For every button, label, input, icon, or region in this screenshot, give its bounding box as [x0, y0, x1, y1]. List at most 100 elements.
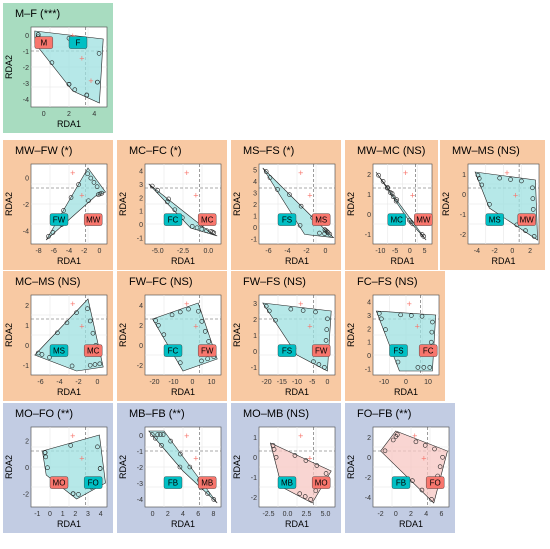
data-point	[393, 434, 399, 439]
data-point	[266, 308, 272, 314]
cross-point: +	[70, 168, 75, 178]
data-point	[69, 363, 75, 369]
group-label: MC	[391, 216, 404, 225]
x-tick-label: -2	[303, 248, 309, 255]
data-point	[64, 320, 70, 326]
data-point	[398, 312, 403, 318]
data-point	[523, 228, 528, 233]
x-tick-label: 2	[67, 111, 71, 118]
data-point	[376, 311, 382, 316]
data-point	[376, 172, 381, 178]
x-axis-title: RDA1	[57, 387, 81, 397]
data-point	[316, 362, 322, 367]
group-label-box	[83, 213, 103, 226]
group-label: MC	[201, 216, 214, 225]
data-point	[429, 329, 435, 335]
x-axis-title: RDA1	[171, 256, 195, 266]
data-point	[297, 223, 303, 228]
y-tick-label: 3	[253, 191, 257, 198]
data-point	[47, 355, 52, 360]
x-tick-label: -5	[309, 379, 315, 386]
x-tick-label: 0	[48, 511, 52, 518]
group-label: MB	[281, 479, 293, 488]
data-point	[72, 87, 78, 92]
data-point	[177, 451, 183, 457]
data-point	[164, 199, 170, 205]
data-point	[380, 179, 386, 184]
data-point	[379, 316, 384, 322]
group-label: FS	[282, 347, 292, 356]
data-point	[95, 444, 100, 450]
x-tick-label: 4	[92, 111, 96, 118]
x-tick-label: -6	[51, 248, 57, 255]
data-point	[389, 191, 395, 196]
y-tick-label: 2	[25, 438, 29, 445]
y-tick-label: 1	[367, 340, 371, 347]
data-point	[166, 196, 171, 202]
data-point	[487, 202, 492, 207]
data-point	[196, 308, 201, 314]
y-tick-label: 3	[367, 313, 371, 320]
y-tick-label: 0	[25, 465, 29, 472]
y-tick-label: 0	[367, 212, 371, 219]
data-point	[325, 316, 330, 322]
data-point	[273, 454, 279, 460]
x-tick-label: -10	[168, 379, 178, 386]
panel-title: FW–FS (NS)	[243, 276, 306, 288]
x-axis-title: RDA1	[491, 256, 515, 266]
data-point	[273, 317, 278, 323]
data-point	[50, 230, 56, 235]
cross-point: +	[415, 321, 420, 331]
convex-hull	[262, 167, 335, 238]
y-tick-label: 4	[139, 169, 143, 176]
x-tick-label: -20	[262, 379, 272, 386]
x-tick-label: 0	[404, 379, 408, 386]
data-point	[422, 443, 428, 448]
x-tick-label: 4	[99, 511, 103, 518]
x-tick-label: -4	[474, 248, 480, 255]
panel-title: MS–FS (*)	[243, 145, 295, 157]
data-point	[92, 362, 98, 367]
group-label-box	[163, 213, 183, 226]
data-point	[394, 197, 399, 202]
group-label-box	[49, 344, 69, 357]
y-tick-label: 2	[253, 202, 257, 209]
cross-point: +	[70, 31, 75, 41]
cross-point: +	[70, 299, 75, 309]
x-tick-label: -10	[379, 379, 389, 386]
group-label: FB	[168, 479, 178, 488]
x-tick-label: 0	[394, 511, 398, 518]
group-label-box	[277, 213, 297, 226]
y-tick-label: -2	[460, 232, 466, 239]
group-label: MS	[315, 216, 327, 225]
x-tick-label: -20	[149, 379, 159, 386]
y-axis-title: RDA2	[441, 192, 451, 216]
data-point	[413, 439, 419, 445]
group-label-box	[418, 344, 438, 357]
y-axis-title: RDA2	[232, 192, 242, 216]
group-label: M	[40, 39, 47, 48]
y-tick-label: 2	[139, 195, 143, 202]
cross-point: +	[79, 453, 84, 463]
panel-title: FO–FB (**)	[357, 408, 412, 420]
group-label-box	[163, 476, 183, 489]
group-label: FW	[201, 347, 214, 356]
x-tick-label: -5	[392, 248, 398, 255]
y-tick-label: 2	[367, 326, 371, 333]
group-label: MW	[416, 216, 431, 225]
data-point	[87, 318, 93, 324]
data-point	[152, 435, 158, 441]
x-tick-label: -8	[35, 248, 41, 255]
cross-point: +	[184, 299, 189, 309]
x-axis-title: RDA1	[285, 519, 309, 529]
group-label: FS	[282, 216, 292, 225]
x-tick-label: 4	[181, 511, 185, 518]
data-point	[70, 491, 76, 496]
cross-point: +	[298, 431, 303, 441]
data-point	[61, 208, 66, 213]
x-tick-label: 4	[424, 511, 428, 518]
y-tick-label: -1	[137, 235, 143, 242]
y-tick-label: -1	[23, 363, 29, 370]
data-point	[169, 312, 175, 318]
